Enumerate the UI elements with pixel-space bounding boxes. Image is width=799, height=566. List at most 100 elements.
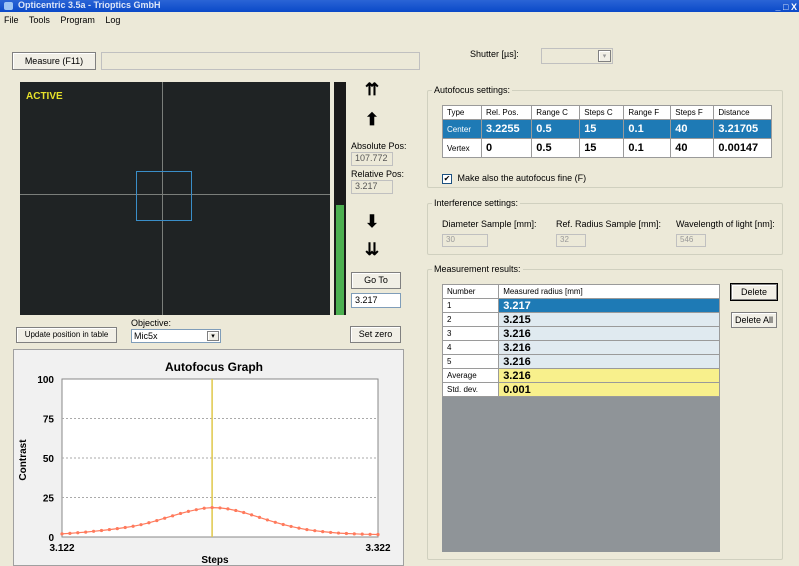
data-point: [273, 520, 277, 524]
absolute-pos-value: 107.772: [351, 152, 393, 166]
camera-view[interactable]: ACTIVE: [20, 82, 330, 315]
shutter-select[interactable]: ▾: [541, 48, 613, 64]
ref-radius-input[interactable]: 32: [556, 234, 586, 247]
table-row[interactable]: 4 3.216: [441, 340, 720, 355]
data-point: [139, 523, 143, 527]
data-point: [336, 531, 341, 535]
title-bar: Opticentric 3.5a - Trioptics GmbH _ □ X: [0, 0, 799, 12]
table-cell[interactable]: 40: [670, 138, 715, 158]
table-row[interactable]: 1 3.217: [441, 298, 720, 313]
move-down-icon[interactable]: ⬇: [364, 212, 380, 231]
table-cell[interactable]: 3.2255: [480, 119, 533, 139]
table-header: Type: [442, 105, 482, 120]
y-tick-label: 100: [37, 375, 54, 386]
go-to-input[interactable]: 3.217: [351, 293, 401, 308]
table-cell[interactable]: 3.216: [498, 354, 720, 369]
objective-select[interactable]: Mic5x ▾: [131, 329, 221, 343]
delete-all-button[interactable]: Delete All: [731, 312, 777, 328]
data-point: [281, 522, 285, 527]
data-point: [226, 507, 230, 511]
data-point: [171, 514, 175, 518]
stddev-row: Std. dev. 0.001: [441, 382, 720, 397]
data-point: [352, 532, 356, 536]
level-bar: [334, 82, 346, 315]
table-header: Distance: [713, 105, 772, 120]
data-point: [321, 530, 325, 534]
table-row[interactable]: 5 3.216: [441, 354, 720, 369]
data-point: [234, 508, 238, 513]
table-cell[interactable]: 3.216: [498, 326, 720, 341]
table-cell[interactable]: 4: [441, 340, 500, 355]
ref-radius-label: Ref. Radius Sample [mm]:: [556, 219, 662, 229]
table-cell[interactable]: 0.1: [623, 138, 672, 158]
move-up-icon[interactable]: ⬆: [364, 110, 380, 129]
table-cell[interactable]: 2: [441, 312, 500, 327]
data-point: [163, 516, 167, 520]
menu-log[interactable]: Log: [105, 15, 121, 25]
menu-bar: File Tools Program Log: [4, 14, 128, 26]
table-cell[interactable]: 3.216: [498, 340, 720, 355]
focus-box: [136, 171, 192, 221]
table-cell[interactable]: Center: [442, 119, 482, 139]
objective-label: Objective:: [131, 318, 172, 328]
table-cell[interactable]: 15: [579, 119, 625, 139]
chevron-down-icon[interactable]: ▾: [207, 331, 219, 341]
data-point: [115, 527, 119, 531]
table-cell[interactable]: 3.215: [498, 312, 720, 327]
table-row[interactable]: Vertex 0 0.5 15 0.1 40 0.00147: [442, 138, 772, 158]
go-to-button[interactable]: Go To: [351, 272, 401, 289]
autofocus-fine-checkbox[interactable]: ✔: [442, 173, 452, 184]
menu-program[interactable]: Program: [60, 15, 95, 25]
measurement-results-group: Measurement results: Number Measured rad…: [427, 264, 783, 560]
autofocus-settings-group: Autofocus settings: Type Rel. Pos. Range…: [427, 85, 783, 188]
table-cell[interactable]: 15: [579, 138, 625, 158]
table-cell[interactable]: 3: [441, 326, 500, 341]
table-row[interactable]: Center 3.2255 0.5 15 0.1 40 3.21705: [442, 119, 772, 139]
results-table-area: Number Measured radius [mm] 1 3.217 2 3.…: [441, 284, 720, 552]
table-cell[interactable]: Vertex: [442, 138, 482, 158]
set-zero-button[interactable]: Set zero: [350, 326, 401, 343]
table-header: Range F: [623, 105, 672, 120]
table-header: Steps F: [670, 105, 715, 120]
data-point: [242, 510, 246, 515]
table-cell[interactable]: 5: [441, 354, 500, 369]
table-cell[interactable]: 0.1: [623, 119, 672, 139]
chevron-down-icon[interactable]: ▾: [598, 50, 611, 62]
table-cell[interactable]: 3.217: [498, 298, 720, 313]
table-header: Number: [441, 284, 500, 299]
table-cell[interactable]: 0.00147: [713, 138, 772, 158]
table-row[interactable]: 3 3.216: [441, 326, 720, 341]
wavelength-label: Wavelength of light [nm]:: [676, 219, 775, 229]
table-cell[interactable]: 0.5: [531, 119, 581, 139]
window-title: Opticentric 3.5a - Trioptics GmbH: [18, 0, 161, 10]
data-point: [147, 521, 151, 525]
shutter-label: Shutter [µs]:: [470, 49, 519, 59]
data-point: [123, 525, 127, 530]
measurement-results-label: Measurement results:: [432, 264, 523, 274]
table-cell[interactable]: 1: [441, 298, 500, 313]
y-tick-label: 50: [43, 454, 55, 465]
window-controls[interactable]: _ □ X: [775, 2, 797, 12]
measure-button[interactable]: Measure (F11): [12, 52, 96, 70]
table-row[interactable]: 2 3.215: [441, 312, 720, 327]
table-cell[interactable]: 40: [670, 119, 715, 139]
move-down-fast-icon[interactable]: ⇊: [364, 240, 380, 259]
wavelength-input[interactable]: 546: [676, 234, 706, 247]
autofocus-graph-panel: Autofocus Graph 0 25 50 75 100 3.122 3.322 Con…: [13, 349, 404, 566]
x-tick-label: 3.122: [49, 543, 74, 554]
table-cell[interactable]: 3.21705: [713, 119, 772, 139]
table-cell[interactable]: 0.5: [531, 138, 581, 158]
data-point: [210, 506, 214, 510]
menu-file[interactable]: File: [4, 15, 19, 25]
objective-value: Mic5x: [134, 331, 158, 341]
average-row: Average 3.216: [441, 368, 720, 383]
move-up-fast-icon[interactable]: ⇈: [364, 80, 380, 99]
diameter-input[interactable]: 30: [442, 234, 488, 247]
autofocus-fine-option[interactable]: ✔ Make also the autofocus fine (F): [442, 173, 586, 184]
menu-tools[interactable]: Tools: [28, 15, 50, 25]
table-cell[interactable]: 0: [480, 138, 533, 158]
update-position-button[interactable]: Update position in table: [16, 327, 117, 343]
data-point: [344, 531, 348, 536]
level-bar-fill: [336, 205, 344, 315]
delete-button[interactable]: Delete: [730, 283, 778, 301]
